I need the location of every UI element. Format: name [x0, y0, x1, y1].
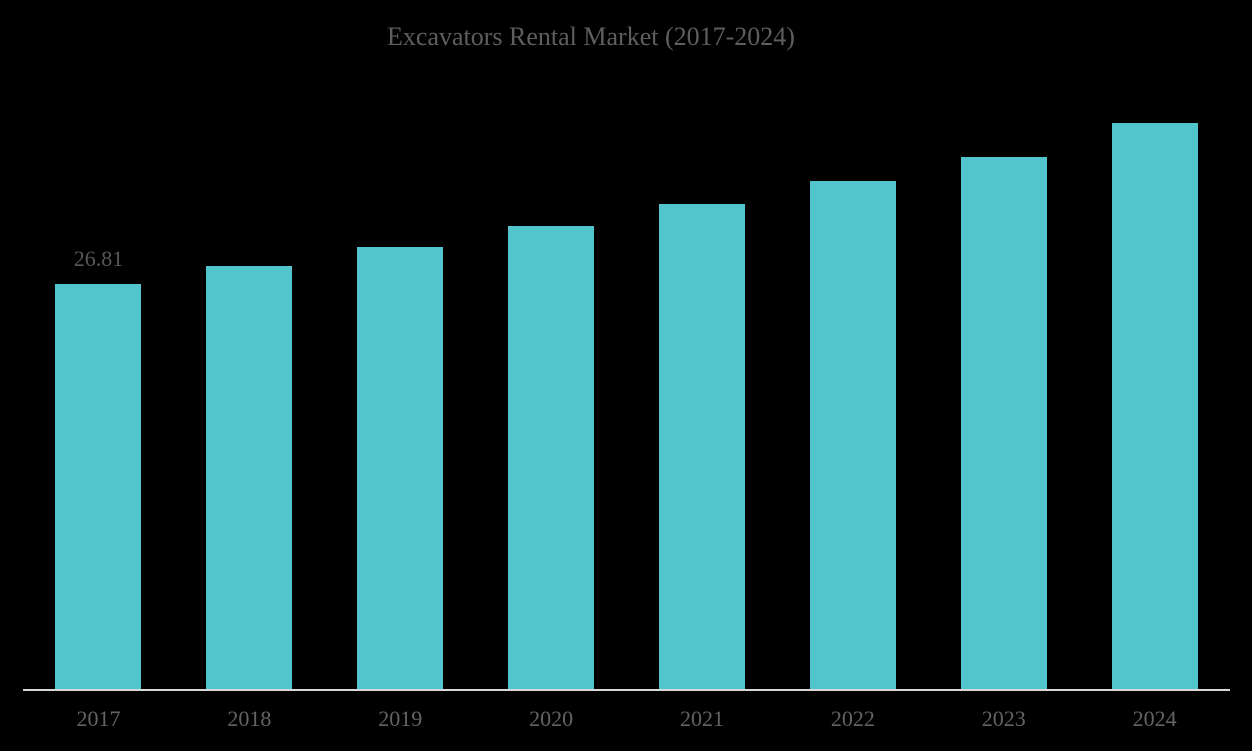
x-tick-2021: 2021 [679, 706, 724, 731]
bar-2017 [55, 284, 142, 690]
x-axis-line [23, 689, 1230, 691]
bar-2022 [809, 180, 896, 690]
x-tick-2017: 2017 [76, 706, 121, 731]
x-tick-2019: 2019 [378, 706, 423, 731]
x-tick-2023: 2023 [981, 706, 1026, 731]
bar-2024 [1111, 122, 1198, 690]
chart-title: Excavators Rental Market (2017-2024) [387, 22, 795, 51]
x-tick-2022: 2022 [830, 706, 875, 731]
data-label-2017: 26.81 [73, 246, 124, 272]
x-tick-2024: 2024 [1132, 706, 1177, 731]
bar-2020 [508, 226, 595, 690]
bar-2021 [658, 204, 745, 690]
x-tick-2020: 2020 [529, 706, 574, 731]
x-axis-tick-labels: 2017 2018 2019 2020 2021 2022 2023 2024 [0, 706, 1252, 736]
bar-2023 [960, 157, 1047, 690]
plot-area: 26.81 [55, 122, 1198, 690]
x-tick-2018: 2018 [227, 706, 272, 731]
bar-2018 [206, 265, 293, 690]
bar-2019 [357, 246, 444, 690]
